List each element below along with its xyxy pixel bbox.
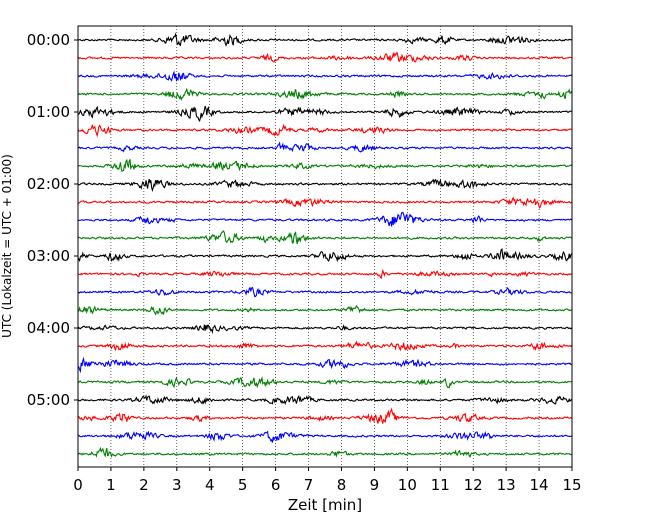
x-tick-label: 12 — [464, 476, 483, 494]
trace-0545 — [77, 446, 572, 458]
x-tick-label: 2 — [139, 476, 149, 494]
trace-0515 — [77, 407, 572, 424]
x-tick-label: 11 — [431, 476, 450, 494]
trace-0215 — [77, 196, 572, 209]
trace-0015 — [77, 51, 572, 63]
y-axis: 00:00 01:00 02:00 03:00 04:00 05:00 — [27, 31, 78, 409]
x-tick-label: 4 — [205, 476, 215, 494]
y-tick-label: 00:00 — [27, 31, 70, 49]
trace-0345 — [77, 304, 572, 316]
y-tick-label: 04:00 — [27, 319, 70, 337]
x-tick-label: 9 — [370, 476, 380, 494]
trace-0100 — [77, 105, 572, 123]
trace-0500 — [77, 394, 573, 406]
plot-frame — [77, 25, 573, 468]
trace-0300 — [77, 248, 573, 263]
trace-0115 — [77, 123, 572, 138]
x-tick-label: 6 — [271, 476, 281, 494]
x-tick-label: 5 — [238, 476, 248, 494]
trace-0430 — [77, 356, 572, 374]
y-tick-label: 03:00 — [27, 247, 70, 265]
trace-0530 — [77, 430, 572, 443]
x-tick-label: 7 — [304, 476, 314, 494]
x-tick-label: 15 — [562, 476, 581, 494]
trace-0400 — [77, 324, 573, 335]
y-tick-label: 05:00 — [27, 391, 70, 409]
trace-0130 — [77, 141, 572, 153]
x-tick-label: 10 — [398, 476, 417, 494]
trace-0445 — [77, 376, 572, 389]
y-axis-label: UTC (Lokalzeit = UTC + 01:00) — [0, 154, 14, 338]
x-tick-label: 1 — [106, 476, 116, 494]
x-tick-label: 0 — [73, 476, 83, 494]
x-tick-label: 8 — [337, 476, 347, 494]
trace-0315 — [77, 268, 572, 280]
x-axis: 0 1 2 3 4 5 6 7 8 9 10 11 12 13 14 15 — [73, 467, 582, 494]
x-axis-label: Zeit [min] — [288, 496, 362, 514]
trace-0000 — [77, 32, 572, 47]
trace-group — [77, 32, 573, 458]
trace-0245 — [77, 230, 572, 245]
y-tick-label: 02:00 — [27, 175, 70, 193]
y-tick-label: 01:00 — [27, 103, 70, 121]
trace-0145 — [77, 158, 572, 172]
trace-0230 — [77, 211, 573, 227]
trace-0030 — [77, 70, 572, 82]
x-tick-label: 3 — [172, 476, 182, 494]
trace-0200 — [77, 178, 572, 193]
x-tick-label: 13 — [497, 476, 516, 494]
trace-0330 — [77, 286, 572, 298]
x-tick-label: 14 — [530, 476, 549, 494]
trace-0415 — [77, 340, 573, 352]
trace-0045 — [78, 87, 573, 102]
